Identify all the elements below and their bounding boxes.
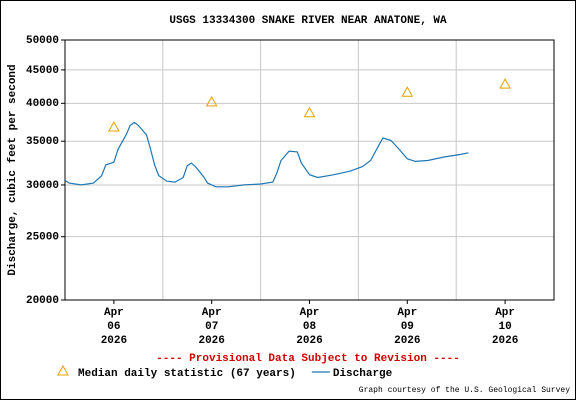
y-tick-label: 35000 (26, 136, 59, 148)
y-tick-label: 45000 (26, 65, 59, 77)
x-tick-label: Apr 08 2026 (296, 307, 322, 347)
legend-label: Discharge (333, 368, 393, 380)
y-axis-label: Discharge, cubic feet per second (7, 64, 19, 275)
legend-marker (57, 364, 69, 376)
y-tick-label: 40000 (26, 98, 59, 110)
y-tick-label: 20000 (26, 295, 59, 307)
median-marker (108, 120, 120, 132)
legend-label: Median daily statistic (67 years) (78, 368, 296, 380)
median-marker (205, 95, 218, 107)
chart-title: USGS 13334300 SNAKE RIVER NEAR ANATONE, … (169, 15, 447, 27)
y-tick-label: 50000 (26, 35, 59, 47)
x-tick-label: Apr 06 2026 (101, 307, 127, 347)
median-marker (401, 86, 414, 97)
plot-border (64, 39, 555, 301)
credit: Graph courtesy of the U.S. Geological Su… (359, 386, 570, 395)
x-tick-label: Apr 10 2026 (492, 307, 518, 347)
x-tick-label: Apr 09 2026 (394, 307, 420, 347)
y-tick-label: 25000 (26, 232, 59, 244)
provisional-note: ---- Provisional Data Subject to Revisio… (156, 353, 460, 365)
median-marker (499, 78, 511, 89)
median-marker (303, 106, 316, 118)
y-tick-label: 30000 (26, 180, 59, 192)
x-tick-label: Apr 07 2026 (198, 307, 224, 347)
discharge-line (64, 121, 469, 188)
